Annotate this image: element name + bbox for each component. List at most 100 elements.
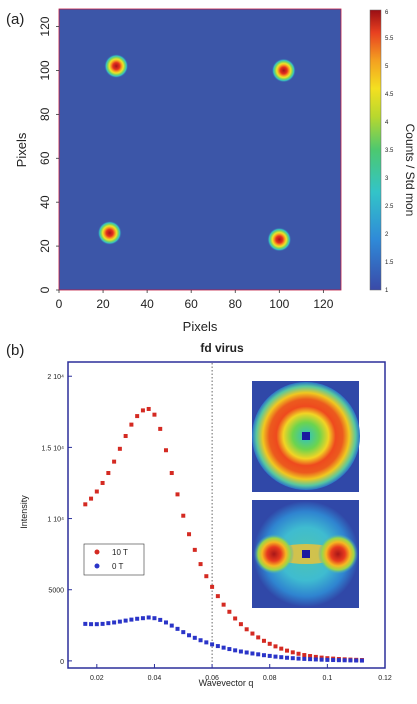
- data-point: [308, 654, 313, 659]
- colorbar-tick-label: 5: [385, 64, 389, 70]
- data-point: [158, 617, 163, 622]
- bragg-spot-4: [267, 227, 292, 252]
- data-point: [313, 657, 318, 662]
- inset-bottom-lobe-right: [318, 534, 358, 574]
- heatmap-x-tick-label: 0: [56, 297, 63, 311]
- data-point: [331, 658, 336, 663]
- data-point: [89, 496, 94, 501]
- heatmap-plot: [58, 8, 342, 291]
- data-point: [187, 633, 192, 638]
- data-point: [238, 622, 243, 627]
- legend-marker-0t: [94, 563, 100, 569]
- chart-b-y-tick-label: 1 10⁴: [47, 517, 64, 524]
- data-point: [158, 426, 163, 431]
- data-point: [336, 658, 341, 663]
- data-point: [106, 621, 111, 626]
- legend-label-10t: 10 T: [112, 548, 128, 557]
- data-point: [210, 584, 215, 589]
- chart-b-y-tick-label: 1.5 10⁴: [42, 445, 64, 452]
- data-point: [296, 651, 301, 656]
- data-point: [267, 641, 272, 646]
- data-point: [123, 434, 128, 439]
- data-point: [135, 616, 140, 621]
- data-point: [302, 656, 307, 661]
- colorbar-tick-label: 2: [385, 232, 389, 238]
- data-point: [181, 630, 186, 635]
- chart-b-x-tick-label: 0.06: [205, 675, 219, 682]
- data-point: [325, 657, 330, 662]
- data-point: [267, 653, 272, 658]
- data-point: [146, 406, 151, 411]
- data-point: [308, 657, 313, 662]
- data-point: [204, 574, 209, 579]
- legend: 10 T 0 T: [83, 543, 145, 576]
- data-point: [192, 635, 197, 640]
- data-point: [319, 655, 324, 660]
- data-point: [83, 502, 88, 507]
- inset-lobe-pattern: [252, 500, 359, 608]
- chart-b-y-ticks: 0 5000 1 10⁴ 1.5 10⁴ 2 10⁴: [42, 374, 72, 666]
- data-point: [210, 642, 215, 647]
- data-point: [290, 650, 295, 655]
- data-point: [233, 616, 238, 621]
- data-point: [100, 480, 105, 485]
- inset-top-beamstop: [302, 432, 310, 440]
- data-point: [83, 621, 88, 626]
- heatmap-y-axis-label: Pixels: [14, 132, 29, 167]
- inset-ring-pattern: [252, 381, 360, 492]
- data-point: [123, 618, 128, 623]
- legend-label-0t: 0 T: [112, 562, 124, 571]
- data-point: [129, 617, 134, 622]
- data-point: [221, 645, 226, 650]
- data-point: [244, 627, 249, 632]
- data-point: [198, 562, 203, 567]
- data-point: [279, 646, 284, 651]
- colorbar-tick-label: 4.5: [385, 92, 394, 98]
- data-point: [140, 616, 145, 621]
- chart-b-x-tick-label: 0.04: [148, 675, 162, 682]
- data-point: [175, 626, 180, 631]
- chart-b-x-tick-label: 0.08: [263, 675, 277, 682]
- data-point: [250, 631, 255, 636]
- colorbar-tick-label: 5.5: [385, 36, 394, 42]
- data-point: [181, 513, 186, 518]
- chart-b-x-tick-label: 0.12: [378, 675, 392, 682]
- panel-b-label: (b): [6, 342, 24, 359]
- data-point: [175, 492, 180, 497]
- data-point: [244, 650, 249, 655]
- data-point: [163, 448, 168, 453]
- heatmap-y-tick-label: 80: [38, 107, 52, 121]
- colorbar: [369, 9, 382, 291]
- chart-b-x-tick-label: 0.02: [90, 675, 104, 682]
- data-point: [290, 656, 295, 661]
- data-point: [342, 658, 347, 663]
- data-point: [238, 649, 243, 654]
- data-point: [106, 471, 111, 476]
- data-point: [273, 644, 278, 649]
- data-point: [348, 658, 353, 663]
- data-point: [169, 623, 174, 628]
- data-point: [215, 594, 220, 599]
- data-point: [354, 658, 359, 663]
- data-point: [215, 644, 220, 649]
- series-0t: [83, 615, 364, 663]
- heatmap-y-tick-label: 40: [38, 195, 52, 209]
- heatmap-y-tick-label: 120: [38, 16, 52, 36]
- heatmap-y-ticks: 0 20 40 60 80 100 120: [38, 16, 59, 293]
- heatmap-x-axis-label: Pixels: [183, 319, 218, 334]
- data-point: [296, 656, 301, 661]
- colorbar-tick-label: 1.5: [385, 260, 394, 266]
- data-point: [221, 602, 226, 607]
- data-point: [129, 422, 134, 427]
- heatmap-x-tick-label: 40: [140, 297, 154, 311]
- data-point: [285, 655, 290, 660]
- data-point: [117, 619, 122, 624]
- data-point: [227, 609, 232, 614]
- heatmap-x-ticks: 0 20 40 60 80 100 120: [56, 290, 334, 311]
- data-point: [187, 532, 192, 537]
- colorbar-label: Counts / Std mon: [403, 124, 417, 217]
- data-point: [140, 408, 145, 413]
- colorbar-tick-label: 2.5: [385, 204, 394, 210]
- legend-marker-10t: [94, 549, 100, 555]
